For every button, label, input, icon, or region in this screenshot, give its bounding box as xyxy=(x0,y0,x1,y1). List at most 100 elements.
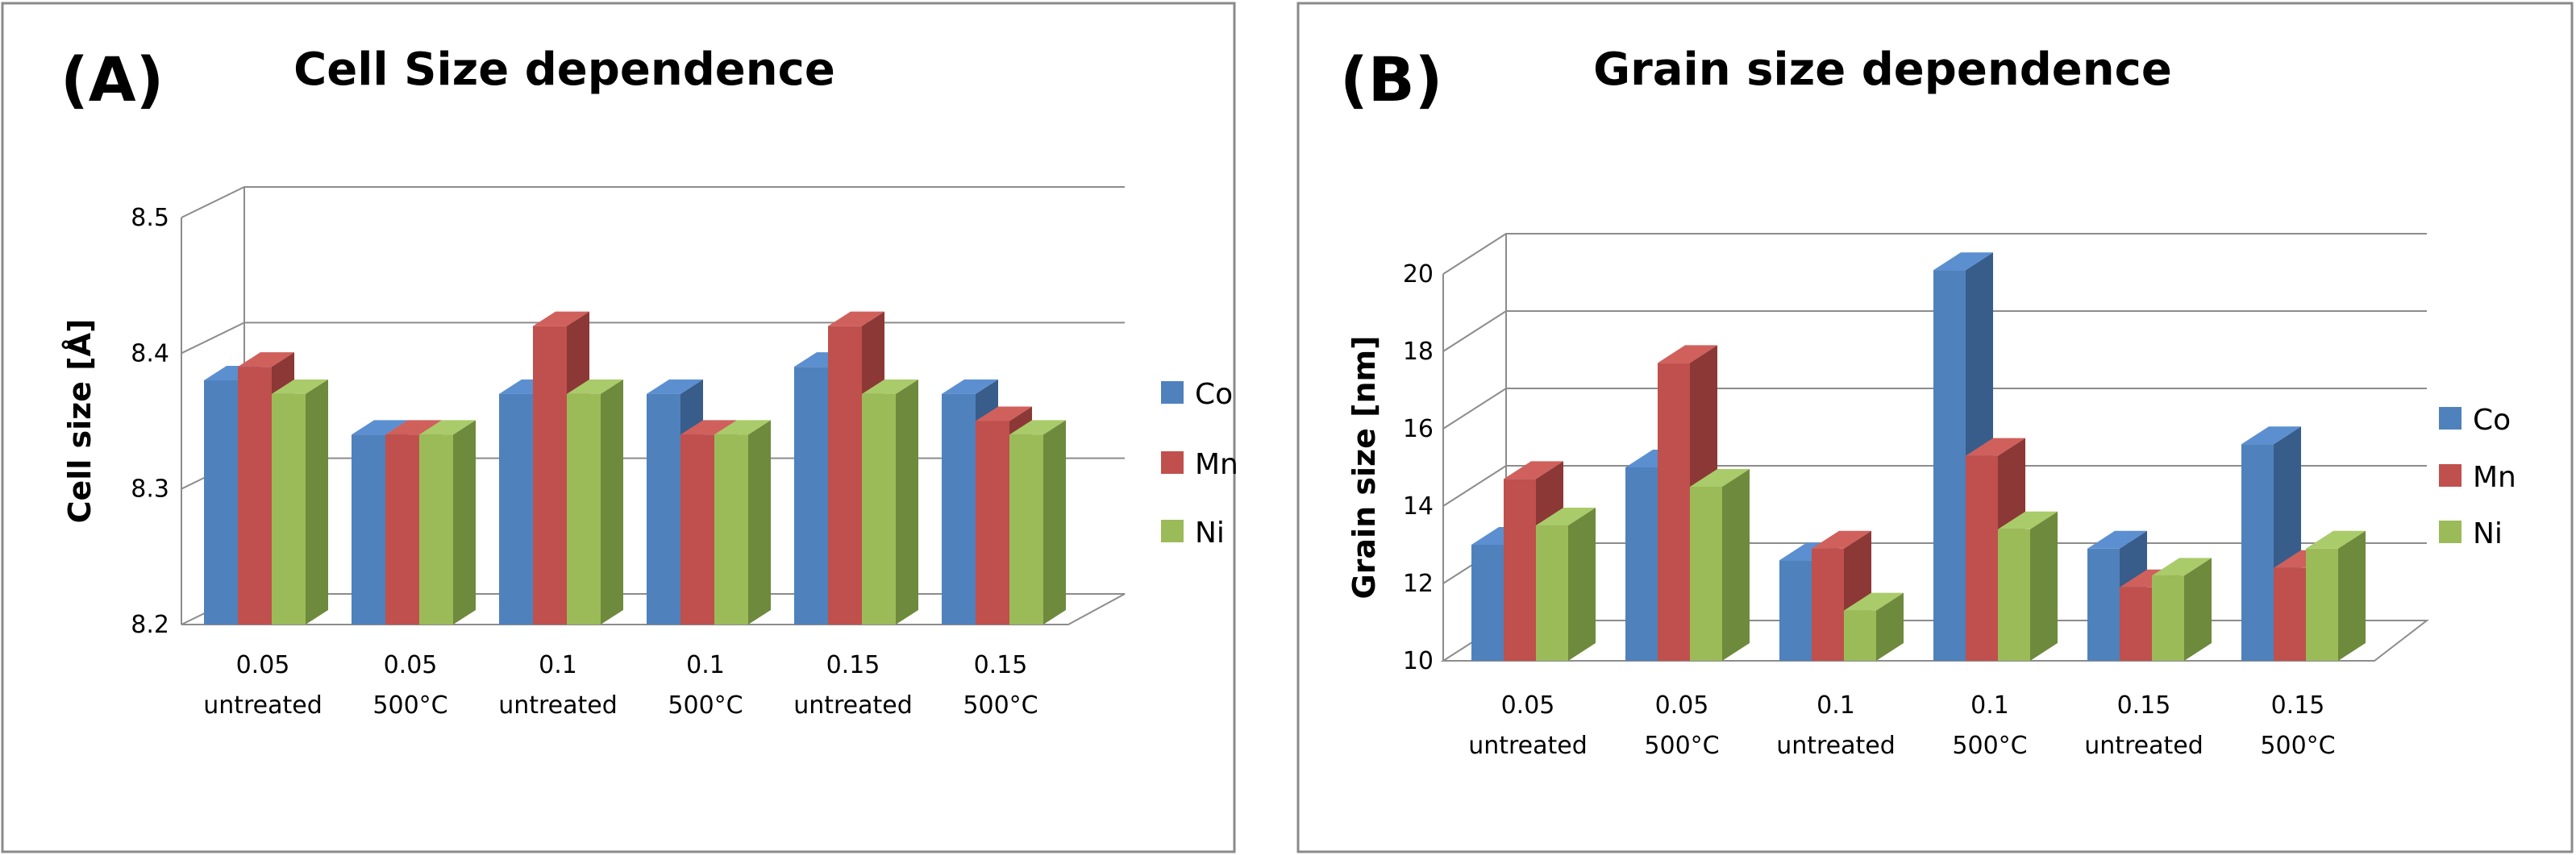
bar-top xyxy=(1690,469,1750,487)
x-tick-label-concentration: 0.1 xyxy=(686,651,725,679)
x-tick-label-treatment: 500°C xyxy=(2260,732,2335,760)
chart-grain-size: (B) Grain size dependence 10 12 14 16 18 20 Grai… xyxy=(1340,44,2516,760)
x-tick-label-concentration: 0.15 xyxy=(2117,691,2171,720)
bar-top xyxy=(1009,420,1066,435)
bar-front xyxy=(647,393,680,625)
bar-side xyxy=(306,379,328,625)
gridline xyxy=(1442,388,2427,430)
bar-side xyxy=(1043,420,1066,625)
bar-side xyxy=(453,420,476,625)
bar-side xyxy=(1722,469,1750,661)
bar-top xyxy=(2241,426,2301,445)
bar-front xyxy=(1625,467,1658,661)
bar-front xyxy=(2087,548,2120,661)
bar-top xyxy=(1536,508,1596,525)
bar-ni-5 xyxy=(2152,558,2212,661)
y-tick-label: 8.5 xyxy=(131,204,169,232)
gridline xyxy=(1442,310,2427,352)
y-tick-label: 10 xyxy=(1403,647,1434,675)
gridline xyxy=(1442,465,2427,507)
x-tick-label-concentration: 0.05 xyxy=(384,651,438,679)
chart-title: Cell Size dependence xyxy=(293,44,835,96)
bar-side xyxy=(2184,558,2212,661)
legend-swatch-co xyxy=(2439,407,2462,430)
x-tick-label-concentration: 0.15 xyxy=(2271,691,2325,720)
bar-front xyxy=(680,434,714,625)
legend-swatch-ni xyxy=(2439,521,2462,543)
bar-front xyxy=(1779,560,1812,661)
gridline xyxy=(181,186,1125,218)
y-tick-label: 16 xyxy=(1403,415,1434,443)
x-tick-label-treatment: 500°C xyxy=(1952,732,2027,760)
bar-front xyxy=(714,434,748,625)
bar-ni-3 xyxy=(567,379,623,625)
bar-front xyxy=(976,421,1009,625)
panel-label: (A) xyxy=(60,44,164,115)
bar-ni-6 xyxy=(2306,530,2366,661)
bar-top xyxy=(1504,461,1563,479)
bar-side xyxy=(601,379,623,625)
bar-top xyxy=(2087,530,2147,549)
bar-top xyxy=(419,420,476,435)
bar-front xyxy=(1690,487,1722,661)
bar-front xyxy=(272,393,306,625)
bar-top xyxy=(385,420,442,435)
x-tick-label-treatment: untreated xyxy=(498,691,618,720)
bar-front xyxy=(2152,575,2184,661)
bar-front xyxy=(533,326,567,625)
x-tick-label-concentration: 0.15 xyxy=(974,651,1028,679)
bar-front xyxy=(794,367,828,625)
bar-top xyxy=(1658,345,1717,363)
bar-top xyxy=(862,379,918,394)
y-tick-label: 18 xyxy=(1403,338,1434,366)
bar-front xyxy=(385,434,419,625)
x-tick-label-treatment: 500°C xyxy=(372,691,447,720)
bar-top xyxy=(1844,592,1904,611)
chart-title: Grain size dependence xyxy=(1593,44,2172,96)
x-tick-label-treatment: 500°C xyxy=(1644,732,1719,760)
bar-top xyxy=(1998,511,2058,529)
bar-top xyxy=(567,379,623,394)
bar-top xyxy=(1812,530,1871,549)
bar-ni-5 xyxy=(862,379,918,625)
bar-front xyxy=(204,380,238,625)
bar-ni-4 xyxy=(1998,511,2058,661)
bar-ni-2 xyxy=(419,420,476,625)
bar-ni-1 xyxy=(1536,508,1596,661)
bar-side xyxy=(748,420,771,625)
legend-swatch-mn xyxy=(1161,451,1184,474)
bar-top xyxy=(2306,530,2366,549)
bar-front xyxy=(1998,529,2030,661)
legend-label-ni: Ni xyxy=(2473,517,2503,550)
bar-front xyxy=(2306,548,2338,661)
y-tick-label: 12 xyxy=(1403,570,1434,598)
bar-top xyxy=(976,406,1032,421)
bar-side xyxy=(1876,592,1904,661)
bar-front xyxy=(1933,270,1966,661)
bar-top xyxy=(714,420,771,435)
x-tick-label-treatment: untreated xyxy=(793,691,913,720)
bar-top xyxy=(942,379,998,394)
bar-top xyxy=(680,420,737,435)
bar-front xyxy=(828,326,862,625)
bar-ni-2 xyxy=(1690,469,1750,661)
bar-front xyxy=(942,393,976,625)
bar-front xyxy=(1471,545,1504,661)
bar-front xyxy=(2120,587,2152,661)
bar-front xyxy=(1966,455,1998,661)
chart-cell-size: (A) Cell Size dependence 8.2 8.3 8.4 8.5 Cell … xyxy=(60,44,1238,720)
bar-front xyxy=(1844,610,1876,661)
y-axis-label: Grain size [nm] xyxy=(1346,335,1382,599)
bar-top xyxy=(352,420,408,435)
bar-front xyxy=(238,367,272,625)
legend-swatch-mn xyxy=(2439,464,2462,487)
bar-top xyxy=(828,311,884,326)
bar-top xyxy=(1933,252,1993,271)
x-tick-label-treatment: untreated xyxy=(1468,732,1588,760)
bar-top xyxy=(2152,558,2212,576)
x-tick-label-concentration: 0.1 xyxy=(539,651,577,679)
x-tick-label-concentration: 0.1 xyxy=(1817,691,1855,720)
bar-front xyxy=(1536,525,1568,661)
x-tick-label-treatment: untreated xyxy=(2084,732,2204,760)
